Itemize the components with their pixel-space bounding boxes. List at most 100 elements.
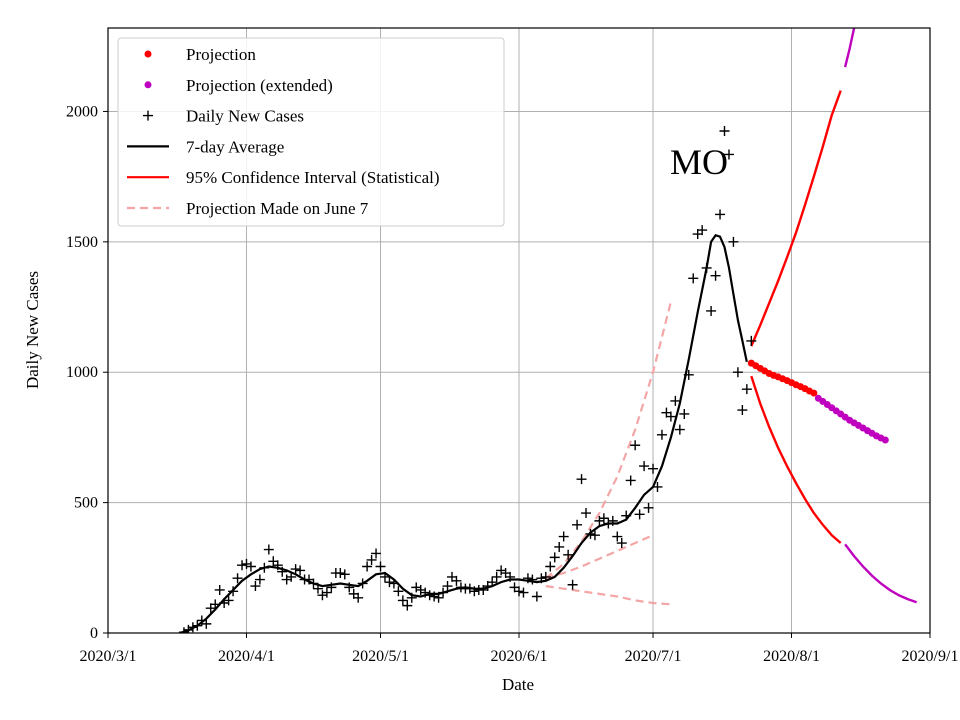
legend-label: Daily New Cases [186, 107, 304, 126]
daily-case-marker [585, 528, 596, 539]
daily-case-marker [187, 622, 198, 633]
daily-case-marker [402, 600, 413, 611]
daily-case-marker [648, 463, 659, 474]
daily-case-marker [362, 561, 373, 572]
daily-case-marker [219, 598, 230, 609]
daily-case-marker [241, 558, 252, 569]
daily-case-marker [545, 561, 556, 572]
daily-case-marker [254, 574, 265, 585]
axis-ticks: 2020/3/1 2020/4/1 2020/5/1 2020/6/1 2020/7/1… [66, 103, 958, 665]
daily-case-marker [710, 270, 721, 281]
ci-upper-line [750, 90, 842, 347]
legend-label: Projection [186, 45, 256, 64]
daily-case-marker [652, 481, 663, 492]
daily-case-marker [598, 513, 609, 524]
daily-case-marker [192, 620, 203, 631]
daily-case-marker [746, 335, 757, 346]
x-tick-label: 2020/5/1 [352, 648, 409, 665]
daily-case-marker [697, 225, 708, 236]
daily-case-marker [214, 584, 225, 595]
legend-box [117, 37, 505, 227]
daily-case-marker [723, 149, 734, 160]
daily-case-marker [295, 565, 306, 576]
daily-case-marker [415, 584, 426, 595]
daily-case-marker [375, 561, 386, 572]
plot-area [178, 28, 917, 633]
daily-case-marker [630, 440, 641, 451]
daily-case-marker [567, 579, 578, 590]
daily-case-marker [612, 531, 623, 542]
legend-label: 95% Confidence Interval (Statistical) [186, 168, 440, 187]
daily-case-marker [178, 627, 189, 633]
daily-case-marker [245, 561, 256, 572]
daily-case-marker [290, 564, 301, 575]
legend-swatch-plus [143, 110, 153, 121]
daily-case-marker [366, 554, 377, 565]
projection-extended-point [881, 436, 889, 444]
ci-lower-line [750, 375, 842, 544]
daily-case-marker [732, 367, 743, 378]
daily-case-marker [317, 590, 328, 601]
daily-case-marker [715, 209, 726, 220]
daily-case-marker [232, 573, 243, 584]
legend-entry-projection: Projection [144, 45, 256, 64]
daily-case-marker [594, 515, 605, 526]
series-layer [178, 28, 917, 633]
y-tick-label: 0 [90, 625, 98, 642]
daily-case-marker [263, 544, 274, 555]
ci-lower-extended-line [844, 543, 917, 604]
daily-case-marker [420, 587, 431, 598]
daily-case-marker [505, 571, 516, 582]
daily-case-marker [326, 582, 337, 593]
daily-case-marker [442, 581, 453, 592]
y-tick-label: 2000 [66, 103, 98, 120]
x-axis-title: Date [502, 675, 534, 694]
daily-case-marker [656, 429, 667, 440]
x-tick-label: 2020/9/1 [902, 648, 959, 665]
y-axis-title: Daily New Cases [23, 271, 42, 389]
daily-case-marker [411, 582, 422, 593]
daily-case-marker [183, 624, 194, 633]
legend-entry-daily: Daily New Cases [143, 107, 304, 126]
daily-case-marker [433, 592, 444, 603]
y-tick-label: 1000 [66, 364, 98, 381]
daily-case-marker [679, 408, 690, 419]
daily-case-marker [607, 515, 618, 526]
daily-case-marker [424, 590, 435, 601]
daily-case-marker [683, 369, 694, 380]
daily-case-marker [643, 502, 654, 513]
state-annotation: MO [670, 142, 728, 182]
daily-case-marker [531, 591, 542, 602]
daily-case-marker [540, 571, 551, 582]
daily-case-marker [469, 586, 480, 597]
daily-case-marker [621, 510, 632, 521]
daily-case-marker [228, 586, 239, 597]
daily-case-marker [616, 538, 627, 549]
daily-case-marker [464, 583, 475, 594]
daily-case-marker [719, 126, 730, 137]
daily-case-marker [518, 587, 529, 598]
june7-projection-mid-line [545, 534, 654, 580]
daily-case-marker [353, 592, 364, 603]
x-tick-label: 2020/4/1 [218, 648, 275, 665]
legend-entry-ci: 95% Confidence Interval (Statistical) [127, 168, 440, 187]
daily-case-marker [223, 595, 234, 606]
daily-case-marker [639, 461, 650, 472]
daily-case-marker [576, 474, 587, 485]
daily-case-marker [701, 262, 712, 273]
daily-case-marker [589, 530, 600, 541]
legend-swatch-dot [144, 81, 152, 89]
legend-entry-avg7: 7-day Average [127, 137, 284, 156]
legend-label: 7-day Average [186, 137, 284, 156]
daily-case-marker [563, 549, 574, 560]
x-tick-label: 2020/3/1 [80, 648, 137, 665]
daily-case-marker [496, 565, 507, 576]
daily-case-marker [429, 591, 440, 602]
daily-case-marker [384, 577, 395, 588]
x-tick-label: 2020/6/1 [491, 648, 548, 665]
ci-upper-extended-line [843, 28, 856, 68]
daily-case-marker [706, 305, 717, 316]
daily-case-marker [581, 508, 592, 519]
legend-label: Projection Made on June 7 [186, 199, 369, 218]
daily-case-marker [210, 599, 221, 610]
